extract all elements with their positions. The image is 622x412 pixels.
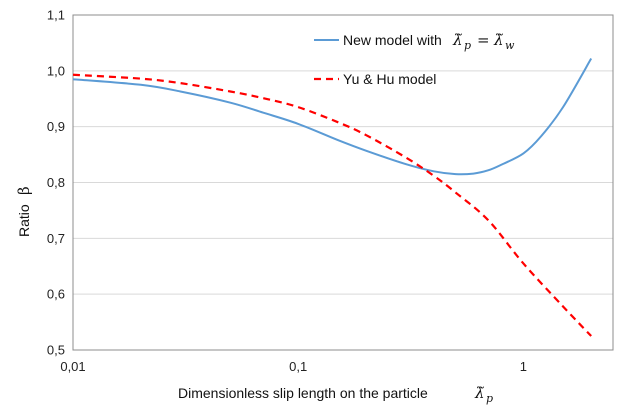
x-axis-math-symbol: λ̃ <box>474 384 485 402</box>
y-axis-title: Ratio β <box>15 186 33 237</box>
legend-math-op: = <box>477 31 490 49</box>
y-tick-label: 0,9 <box>47 119 65 134</box>
x-axis-math-sub: p <box>486 392 493 405</box>
series-line-yu-hu <box>72 73 592 337</box>
series-layer <box>72 58 593 337</box>
gridlines <box>73 14 613 351</box>
legend-math-lhs: λ̃ <box>452 31 463 49</box>
series-line-new-model <box>72 58 593 176</box>
legend-math-rhs-sub: w <box>505 39 515 52</box>
y-axis-math: β <box>15 186 33 195</box>
tick-labels: 0,5 0,6 0,7 0,8 0,9 1,0 1,1 0,01 0,1 1 <box>47 8 527 375</box>
x-axis-label: Dimensionless slip length on the particl… <box>178 385 428 401</box>
x-tick-label: 1 <box>520 359 527 374</box>
legend-label-new-model: New model with <box>343 32 442 48</box>
legend-math-rhs: λ̃ <box>493 31 504 49</box>
x-tick-label: 0,1 <box>289 359 307 374</box>
x-axis-title: Dimensionless slip length on the particl… <box>178 384 493 405</box>
y-tick-label: 0,8 <box>47 175 65 190</box>
legend-math-lhs-sub: p <box>464 39 471 52</box>
y-tick-label: 0,5 <box>47 343 65 358</box>
y-tick-label: 1,0 <box>47 63 65 78</box>
y-tick-label: 0,6 <box>47 287 65 302</box>
x-tick-label: 0,01 <box>60 359 85 374</box>
plot-frame <box>72 14 614 351</box>
y-axis-label: Ratio <box>16 204 32 237</box>
legend-label-yu-hu: Yu & Hu model <box>343 71 436 87</box>
y-tick-label: 1,1 <box>47 8 65 23</box>
y-tick-label: 0,7 <box>47 231 65 246</box>
legend: New model with λ̃ p = λ̃ w Yu & Hu model <box>314 31 515 87</box>
